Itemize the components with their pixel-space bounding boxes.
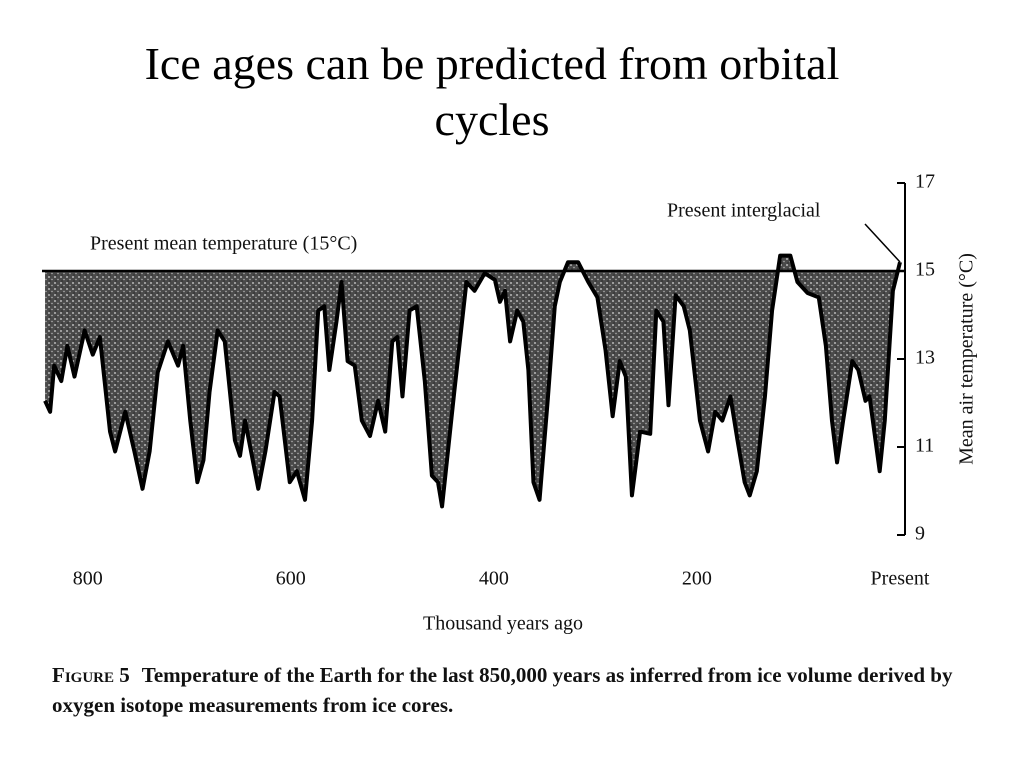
chart: Present mean temperature (15°C) Present …: [42, 171, 978, 635]
y-tick-label: 11: [915, 435, 934, 457]
y-tick-label: 13: [915, 347, 935, 369]
temperature-line: [43, 253, 902, 509]
shaded-area: [45, 255, 901, 507]
x-axis-title: Thousand years ago: [423, 613, 583, 635]
figure-caption: Figure 5 Temperature of the Earth for the…: [52, 660, 1002, 720]
y-axis-title: Mean air temperature (°C): [956, 253, 978, 465]
baseline-annotation: Present mean temperature (15°C): [90, 233, 357, 255]
x-tick-label: Present: [871, 568, 930, 590]
x-tick-label: 600: [276, 568, 306, 590]
y-tick-label: 17: [915, 171, 935, 193]
annotation-pointer: [864, 223, 901, 263]
caption-text: Temperature of the Earth for the last 85…: [52, 663, 953, 717]
x-tick-label: 400: [479, 568, 509, 590]
slide-title: Ice ages can be predicted from orbital c…: [144, 38, 840, 145]
x-tick-label: 800: [73, 568, 103, 590]
y-tick-label: 15: [915, 259, 935, 281]
x-tick-label: 200: [682, 568, 712, 590]
y-tick-label: 9: [915, 523, 925, 545]
caption-label: Figure 5: [52, 663, 130, 687]
interglacial-annotation: Present interglacial: [667, 200, 821, 222]
